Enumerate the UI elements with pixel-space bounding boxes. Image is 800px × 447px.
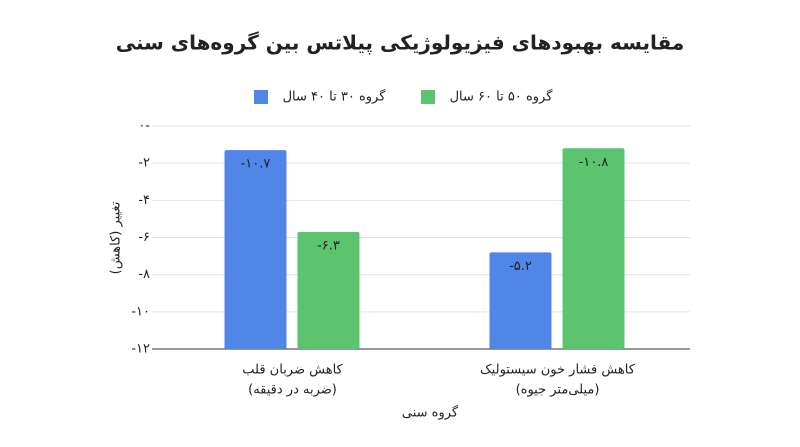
- legend-label: گروه ۳۰ تا ۴۰ سال: [283, 89, 387, 105]
- y-axis-title: تغییر (کاهش): [109, 201, 124, 274]
- value-label: -۱۰.۷: [241, 157, 271, 172]
- bar: [224, 150, 287, 349]
- chart-title: مقایسه بهبودهای فیزیولوژیکی پیلاتس بین گ…: [116, 31, 685, 56]
- y-tick-label: -۴: [138, 193, 150, 208]
- value-label: -۱۰.۸: [579, 155, 609, 170]
- y-tick-label: ۰-: [138, 119, 150, 134]
- y-tick-label: -۲: [138, 156, 150, 171]
- x-tick-label: کاهش فشار خون سیستولیک: [480, 363, 636, 378]
- x-tick-label: (میلی‌متر جیوه): [516, 383, 600, 398]
- bar: [297, 231, 360, 349]
- value-label: -۵.۲: [509, 259, 532, 274]
- x-axis-title: گروه سنی: [402, 405, 459, 421]
- bar: [489, 252, 552, 349]
- legend-swatch: [421, 90, 435, 104]
- y-tick-label: -۱۲: [131, 342, 150, 357]
- y-tick-label: -۸: [138, 267, 150, 282]
- bar: [562, 148, 625, 349]
- x-tick-label: کاهش ضربان قلب: [242, 363, 343, 378]
- y-tick-label: -۱۰: [131, 304, 150, 319]
- legend-label: گروه ۵۰ تا ۶۰ سال: [450, 89, 554, 105]
- value-label: -۶.۳: [317, 238, 340, 253]
- legend-swatch: [254, 90, 268, 104]
- y-tick-label: -۶: [138, 230, 150, 245]
- x-tick-label: (ضربه در دقیقه): [248, 383, 337, 398]
